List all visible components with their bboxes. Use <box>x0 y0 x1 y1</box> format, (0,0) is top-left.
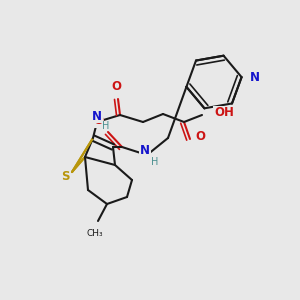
Text: O: O <box>195 130 205 143</box>
Text: O: O <box>111 80 121 93</box>
Text: O: O <box>93 114 103 127</box>
Text: H: H <box>102 121 110 131</box>
Text: N: N <box>250 70 260 84</box>
Text: CH₃: CH₃ <box>87 229 103 238</box>
Text: N: N <box>140 143 150 157</box>
Text: S: S <box>61 170 69 184</box>
Text: OH: OH <box>214 106 234 119</box>
Text: N: N <box>92 110 102 122</box>
Text: H: H <box>151 157 159 167</box>
